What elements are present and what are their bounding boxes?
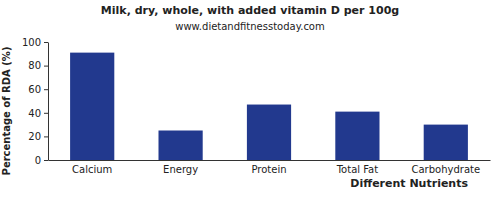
y-tick-mark	[44, 66, 48, 67]
subtitle: www.dietandfitnesstoday.com	[175, 21, 324, 32]
x-tick: Protein	[251, 160, 286, 175]
x-tick: Total Fat	[336, 160, 378, 175]
y-tick: 0	[35, 155, 48, 166]
x-tick: Energy	[163, 160, 198, 175]
x-tick-label: Carbohydrate	[411, 164, 480, 175]
y-tick: 40	[28, 108, 48, 119]
bar	[424, 125, 468, 160]
y-tick-mark	[44, 136, 48, 137]
x-tick-label: Calcium	[72, 164, 112, 175]
y-tick-mark	[44, 160, 48, 161]
y-tick-label: 100	[22, 37, 41, 48]
y-tick: 100	[22, 37, 48, 48]
y-tick: 80	[28, 60, 48, 71]
bar	[70, 53, 114, 160]
y-tick-label: 60	[28, 84, 41, 95]
y-tick: 60	[28, 84, 48, 95]
x-tick: Carbohydrate	[411, 160, 480, 175]
x-axis-line	[49, 160, 491, 161]
x-tick-label: Protein	[251, 164, 286, 175]
y-axis-title: Percentage of RDA (%)	[1, 47, 12, 176]
y-axis-line	[48, 43, 49, 161]
x-axis-title: Different Nutrients	[350, 177, 468, 190]
x-tick-label: Energy	[163, 164, 198, 175]
bar	[247, 105, 291, 160]
y-axis: 0 20 40 60 80 100	[22, 37, 49, 166]
y-tick-label: 40	[28, 108, 41, 119]
y-tick-label: 20	[28, 131, 41, 142]
bar	[159, 131, 203, 161]
bar	[335, 112, 379, 160]
bars	[70, 53, 468, 160]
x-tick: Calcium	[72, 160, 112, 175]
title: Milk, dry, whole, with added vitamin D p…	[101, 4, 399, 17]
chart: Milk, dry, whole, with added vitamin D p…	[0, 0, 500, 200]
y-tick-label: 80	[28, 60, 41, 71]
y-tick-mark	[44, 89, 48, 90]
y-tick: 20	[28, 131, 48, 142]
y-tick-mark	[44, 42, 48, 43]
x-axis: Calcium Energy Protein Total Fat Carbohydrat…	[49, 160, 491, 175]
y-tick-label: 0	[35, 155, 41, 166]
plot: 0 20 40 60 80 100 Calcium Energy Protein Total Fa…	[22, 37, 491, 175]
y-tick-mark	[44, 113, 48, 114]
x-tick-label: Total Fat	[336, 164, 378, 175]
